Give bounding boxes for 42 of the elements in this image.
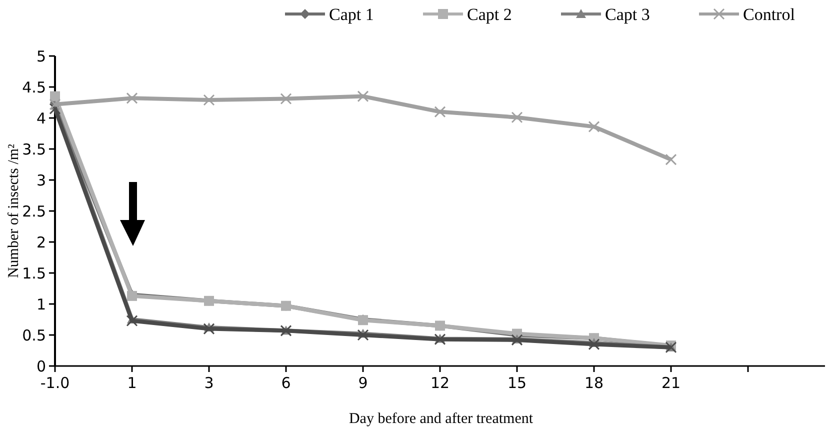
point xyxy=(588,120,600,132)
y-tick-label: 3.5 xyxy=(22,140,46,158)
y-tick-label: 1 xyxy=(36,295,46,314)
point xyxy=(50,91,60,102)
y-axis-title: Number of insects /m² xyxy=(6,143,22,278)
y-tick-label: 1.5 xyxy=(22,264,46,282)
point xyxy=(49,102,61,114)
y-tick-label: 0.5 xyxy=(22,326,46,344)
point xyxy=(203,323,215,335)
x-tick-label: 12 xyxy=(430,374,450,392)
point xyxy=(126,92,138,104)
y-tick-label: 2.5 xyxy=(22,202,46,220)
x-tick-label: 18 xyxy=(584,374,604,392)
y-tick-label: 3 xyxy=(36,171,46,190)
x-tick-label: 1 xyxy=(127,374,137,392)
x-axis-title: Day before and after treatment xyxy=(348,411,534,427)
point xyxy=(511,334,523,346)
point xyxy=(126,314,138,326)
y-tick-label: 0 xyxy=(36,357,46,376)
x-tick-label: 9 xyxy=(358,374,368,392)
point xyxy=(665,154,677,166)
point xyxy=(588,338,600,350)
legend-label: Capt 1 xyxy=(329,4,374,24)
legend-label: Capt 3 xyxy=(605,4,650,24)
point xyxy=(434,106,446,118)
legend-label: Control xyxy=(743,4,796,24)
point xyxy=(357,90,369,102)
point xyxy=(434,334,446,346)
legend-label: Capt 2 xyxy=(467,4,512,24)
y-tick-label: 4 xyxy=(36,109,46,128)
y-tick-label: 4.5 xyxy=(22,78,46,96)
x-tick-label: 21 xyxy=(661,374,681,392)
x-tick-label: 6 xyxy=(281,374,291,392)
point xyxy=(511,112,523,124)
y-tick-label: 5 xyxy=(36,47,46,66)
point xyxy=(203,94,215,106)
x-tick-label: 15 xyxy=(507,374,527,392)
x-tick-label: -1.0 xyxy=(40,374,70,392)
x-tick-label: 3 xyxy=(204,374,214,392)
point xyxy=(357,329,369,341)
y-tick-label: 2 xyxy=(36,233,46,252)
point xyxy=(280,93,292,105)
